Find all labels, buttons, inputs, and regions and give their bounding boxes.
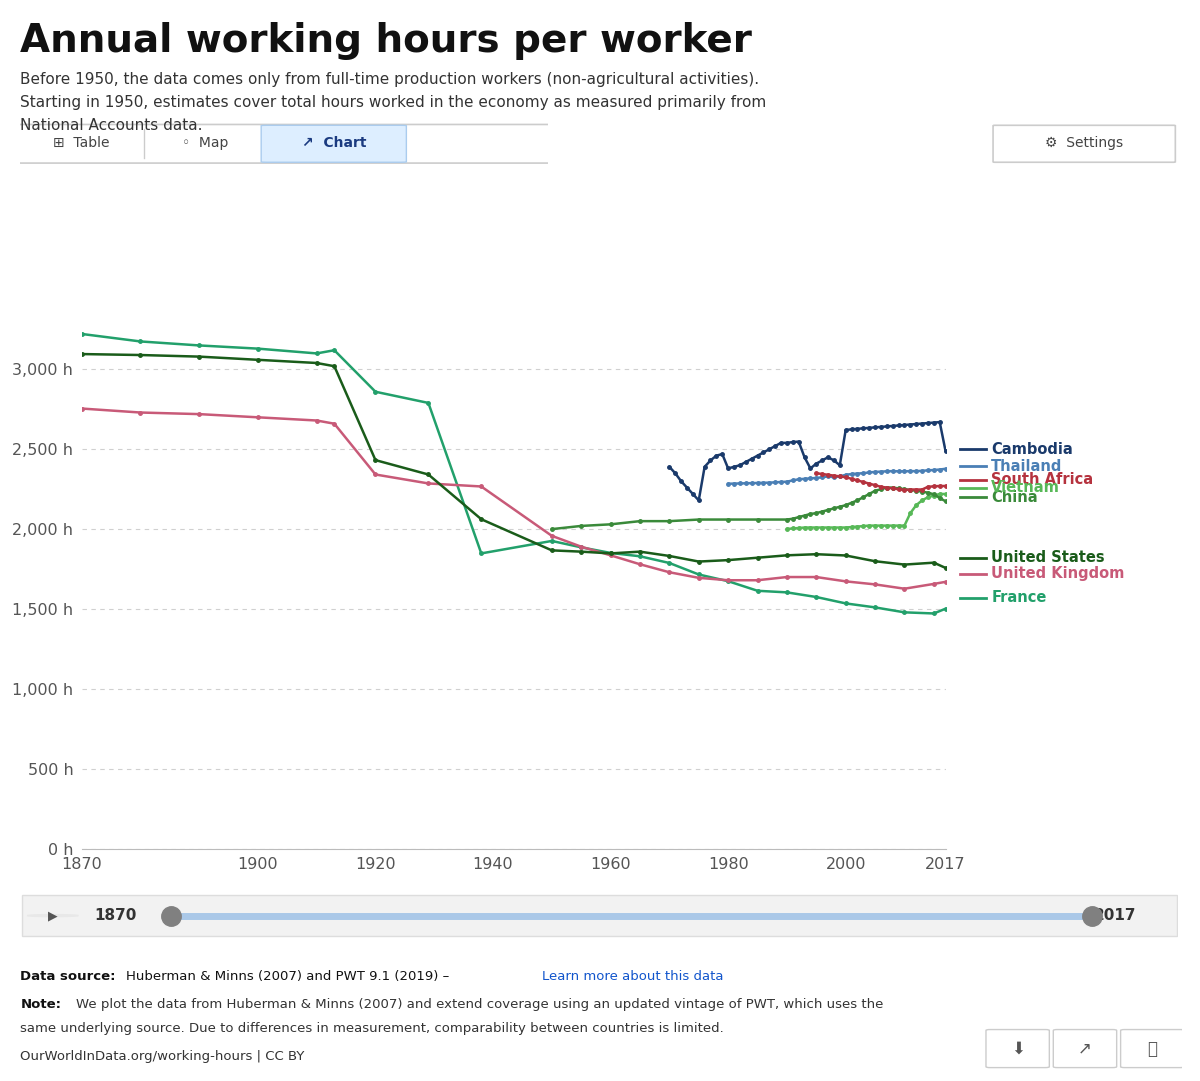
Text: in Data: in Data — [1078, 63, 1138, 78]
Text: United Kingdom: United Kingdom — [991, 566, 1124, 582]
Text: ⚙  Settings: ⚙ Settings — [1045, 136, 1123, 150]
Text: South Africa: South Africa — [991, 472, 1093, 488]
Text: ◦  Map: ◦ Map — [182, 136, 228, 150]
FancyBboxPatch shape — [262, 125, 407, 162]
Text: Before 1950, the data comes only from full-time production workers (non-agricult: Before 1950, the data comes only from fu… — [20, 72, 760, 88]
Text: Our World: Our World — [1066, 36, 1150, 51]
Text: Huberman & Minns (2007) and PWT 9.1 (2019) –: Huberman & Minns (2007) and PWT 9.1 (201… — [126, 970, 454, 983]
Text: same underlying source. Due to differences in measurement, comparability between: same underlying source. Due to differenc… — [20, 1022, 724, 1035]
Text: United States: United States — [991, 550, 1105, 565]
Text: Thailand: Thailand — [991, 458, 1062, 473]
Text: France: France — [991, 590, 1046, 605]
Text: 2017: 2017 — [1093, 908, 1136, 923]
Text: ⬇: ⬇ — [1010, 1040, 1025, 1057]
FancyBboxPatch shape — [994, 125, 1175, 162]
FancyBboxPatch shape — [986, 1029, 1049, 1068]
Text: Cambodia: Cambodia — [991, 442, 1073, 457]
Text: ⛶: ⛶ — [1147, 1040, 1157, 1057]
Text: National Accounts data.: National Accounts data. — [20, 118, 203, 133]
Text: Vietnam: Vietnam — [991, 480, 1060, 495]
Text: We plot the data from Huberman & Minns (2007) and extend coverage using an updat: We plot the data from Huberman & Minns (… — [76, 998, 883, 1011]
FancyBboxPatch shape — [16, 124, 553, 163]
Text: Note:: Note: — [20, 998, 61, 1011]
FancyBboxPatch shape — [1054, 1029, 1117, 1068]
Text: OurWorldInData.org/working-hours | CC BY: OurWorldInData.org/working-hours | CC BY — [20, 1050, 305, 1063]
Text: Learn more about this data: Learn more about this data — [542, 970, 724, 983]
Text: ⊞  Table: ⊞ Table — [53, 136, 109, 150]
Text: ↗: ↗ — [1078, 1040, 1092, 1057]
FancyBboxPatch shape — [1121, 1029, 1184, 1068]
Text: Annual working hours per worker: Annual working hours per worker — [20, 22, 752, 59]
Text: Starting in 1950, estimates cover total hours worked in the economy as measured : Starting in 1950, estimates cover total … — [20, 95, 767, 110]
Circle shape — [28, 915, 78, 917]
Text: Data source:: Data source: — [20, 970, 116, 983]
Text: China: China — [991, 490, 1038, 505]
Text: ↗  Chart: ↗ Chart — [301, 136, 366, 150]
Text: ▶: ▶ — [48, 909, 58, 922]
Text: 1870: 1870 — [94, 908, 137, 923]
FancyBboxPatch shape — [22, 895, 1177, 936]
